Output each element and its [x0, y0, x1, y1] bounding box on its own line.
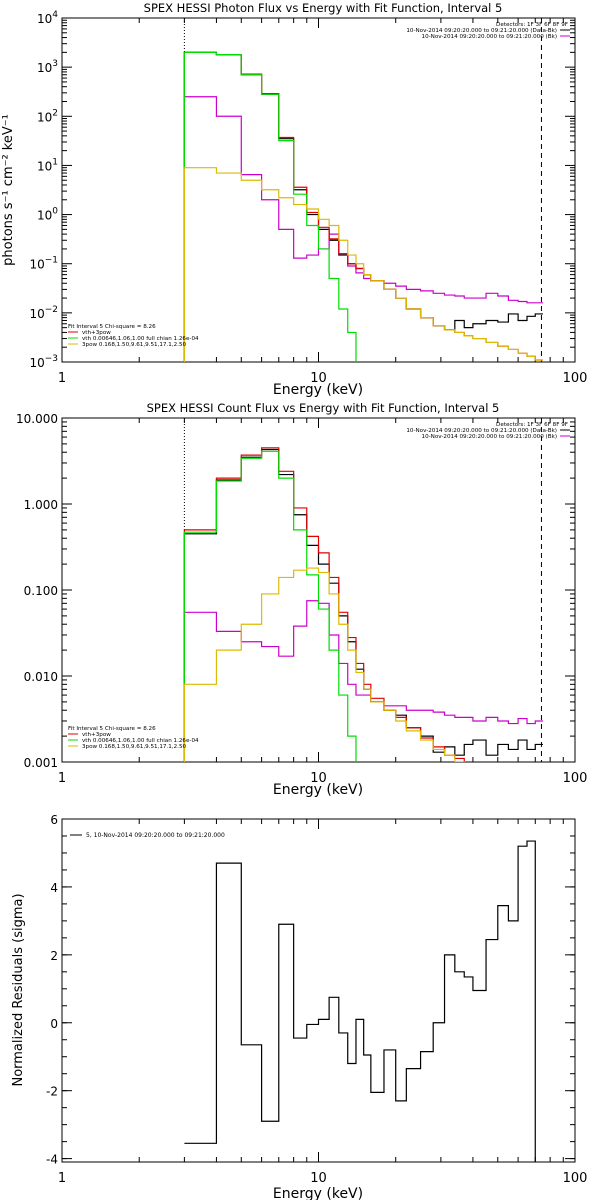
x-tick-label: 100	[563, 371, 588, 386]
photon-flux-chart: SPEX HESSI Photon Flux vs Energy with Fi…	[1, 1, 588, 398]
series-line-data-bk	[183, 448, 543, 762]
series-line-vth	[183, 51, 357, 362]
y-tick-label: 0.100	[24, 584, 58, 598]
legend-label: 10-Nov-2014 09:20:20.000 to 09:21:20.000…	[422, 34, 557, 40]
legend-label: Fit Interval 5 Chi-square = 8.26	[68, 726, 156, 732]
y-axis-ticks: 10−3 10−2 10−1 100 101 102 103 104	[29, 10, 575, 370]
x-tick-label: 10	[310, 771, 327, 786]
legend-label: Fit Interval 5 Chi-square = 8.26	[68, 324, 156, 330]
y-tick-label: -2	[46, 1085, 58, 1099]
x-tick-label: 10	[310, 371, 327, 386]
plot-frame	[61, 17, 576, 363]
legend-label: vth+3pow	[82, 330, 111, 336]
y-tick-label: 6	[50, 813, 58, 827]
legend-label: 10-Nov-2014 09:20:20.000 to 09:21:20.000…	[406, 28, 557, 34]
x-axis-label: Energy (keV)	[273, 782, 363, 798]
x-axis-label: Energy (keV)	[273, 382, 363, 398]
y-tick-label: 0	[50, 1017, 58, 1031]
legend-label: Detectors: 1F 3F 6F 8F 9F	[496, 422, 568, 428]
series-line-5-10-nov-2014-09-20-20-000-to-09-21-20-000	[184, 840, 536, 1162]
legend-label: Detectors: 1F 3F 6F 8F 9F	[496, 22, 568, 28]
count-flux-chart: SPEX HESSI Count Flux vs Energy with Fit…	[16, 401, 588, 798]
x-axis-ticks: 1 10 100	[58, 819, 588, 1186]
y-axis-label-text: photons s⁻¹ cm⁻² keV⁻¹	[1, 114, 16, 266]
y-tick-label: 100	[37, 207, 58, 223]
y-axis-label: Normalized Residuals (sigma)	[11, 893, 26, 1086]
x-axis-ticks: 1 10 100	[58, 418, 588, 786]
chart-title: SPEX HESSI Count Flux vs Energy with Fit…	[147, 401, 500, 415]
legend-label: vth 0.00646,1.06,1.00 full chian 1.26e-0…	[82, 738, 199, 744]
legend-label: 3pow 0.168,1.50,9.61,9.51,17.1,2.50	[82, 342, 187, 348]
y-axis-label: photons s⁻¹ cm⁻² keV⁻¹	[1, 114, 16, 266]
series-line-vth	[183, 450, 357, 762]
legend-label: 10-Nov-2014 09:20:20.000 to 09:21:20.000…	[406, 428, 557, 434]
y-axis-ticks: -4 -2 0 2 4 6	[46, 813, 575, 1167]
y-tick-label: 1.000	[24, 498, 58, 512]
series-group	[184, 840, 536, 1162]
y-tick-label: 2	[50, 949, 58, 963]
series-group	[183, 51, 543, 362]
series-line-bk	[183, 96, 543, 362]
y-tick-label: 103	[37, 59, 58, 75]
x-tick-label: 100	[563, 771, 588, 786]
x-tick-label: 1	[58, 371, 66, 386]
series-line-data-bk	[183, 51, 543, 362]
y-axis-ticks: 0.001 0.010 0.100 1.000 10.000	[16, 412, 575, 770]
series-line-vth-3pow	[183, 51, 543, 362]
series-line-3pow	[183, 167, 543, 362]
y-tick-label: -4	[46, 1153, 58, 1167]
y-tick-label: 104	[37, 10, 58, 26]
residuals-chart: 5, 10-Nov-2014 09:20:20.000 to 09:21:20.…	[11, 813, 588, 1200]
legend-label: 3pow 0.168,1.50,9.61,9.51,17.1,2.50	[82, 744, 187, 750]
x-tick-label: 1	[58, 771, 66, 786]
legend-label: 5, 10-Nov-2014 09:20:20.000 to 09:21:20.…	[86, 832, 225, 839]
y-tick-label: 101	[37, 157, 58, 173]
x-axis-label: Energy (keV)	[273, 1186, 363, 1200]
y-tick-label: 10.000	[16, 412, 58, 426]
x-axis-ticks: 1 10 100	[58, 18, 588, 386]
y-tick-label: 0.001	[24, 756, 58, 770]
legend-label: vth+3pow	[82, 732, 111, 738]
plot-frame	[61, 818, 576, 1163]
y-tick-label: 10−2	[29, 305, 58, 321]
y-axis-label-text: Normalized Residuals (sigma)	[11, 893, 26, 1086]
y-tick-label: 10−1	[29, 256, 58, 272]
series-line-vth-3pow	[183, 447, 465, 762]
y-tick-label: 4	[50, 881, 58, 895]
legend-label: vth 0.00646,1.06,1.00 full chian 1.26e-0…	[82, 336, 199, 342]
series-line-3pow	[183, 567, 465, 762]
y-tick-label: 102	[37, 108, 58, 124]
series-group	[183, 447, 543, 762]
x-tick-label: 1	[58, 1171, 66, 1186]
x-tick-label: 10	[310, 1171, 327, 1186]
top-legend: 5, 10-Nov-2014 09:20:20.000 to 09:21:20.…	[70, 832, 225, 839]
chart-title: SPEX HESSI Photon Flux vs Energy with Fi…	[144, 1, 503, 15]
x-tick-label: 100	[563, 1171, 588, 1186]
legend-label: 10-Nov-2014 09:20:20.000 to 09:21:20.000…	[422, 434, 557, 440]
y-tick-label: 0.010	[24, 670, 58, 684]
y-tick-label: 10−3	[29, 354, 58, 370]
